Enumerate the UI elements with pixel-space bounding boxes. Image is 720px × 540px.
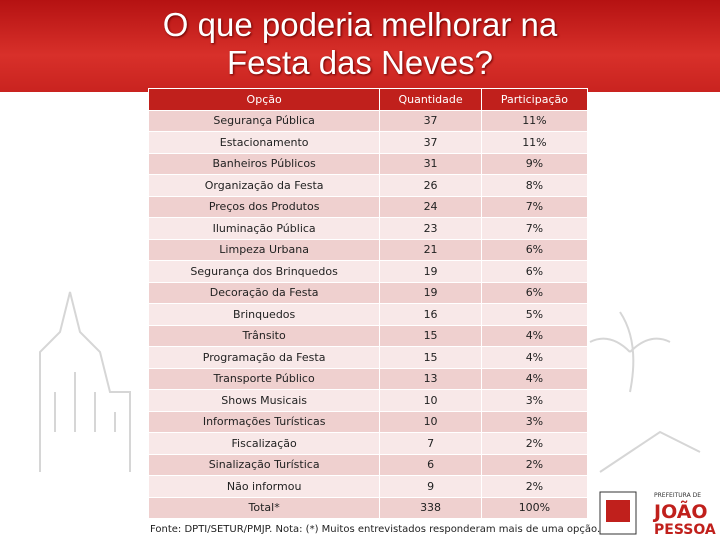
logo-top: PREFEITURA DE bbox=[654, 492, 701, 499]
table-row: Segurança dos Brinquedos 19 6% bbox=[147, 260, 589, 283]
cell: 7% bbox=[480, 195, 589, 218]
cell: Sinalização Turística bbox=[147, 453, 381, 476]
cell: 37 bbox=[379, 109, 482, 132]
cell: 4% bbox=[480, 367, 589, 390]
data-table: Opção Quantidade Participação Segurança Púb… bbox=[147, 88, 589, 519]
cell: 9% bbox=[480, 152, 589, 175]
header-row: Opção Quantidade Participação bbox=[147, 88, 589, 111]
cell: 2% bbox=[480, 453, 589, 476]
title: O que poderia melhorar na Festa das Neves… bbox=[0, 6, 720, 82]
cell: Não informou bbox=[147, 475, 381, 498]
cell: 2% bbox=[480, 432, 589, 455]
column-header: Participação bbox=[480, 88, 589, 111]
logo-main: JOÃO bbox=[652, 499, 708, 523]
cell: Fiscalização bbox=[147, 432, 381, 455]
cell: 7% bbox=[480, 217, 589, 240]
cell: 31 bbox=[379, 152, 482, 175]
cell: 11% bbox=[480, 131, 589, 154]
table-row: Fiscalização 7 2% bbox=[147, 432, 589, 455]
table-row: Programação da Festa 15 4% bbox=[147, 346, 589, 369]
table-row: Sinalização Turística 6 2% bbox=[147, 453, 589, 476]
table-row: Segurança Pública 37 11% bbox=[147, 109, 589, 132]
cell: Segurança dos Brinquedos bbox=[147, 260, 381, 283]
cell: Informações Turísticas bbox=[147, 410, 381, 433]
cell: 24 bbox=[379, 195, 482, 218]
cell: 13 bbox=[379, 367, 482, 390]
table-row: Shows Musicais 10 3% bbox=[147, 389, 589, 412]
logo-crest-fill bbox=[606, 500, 630, 522]
cell: 37 bbox=[379, 131, 482, 154]
cell: 10 bbox=[379, 410, 482, 433]
background-art bbox=[39, 291, 701, 473]
cell: Limpeza Urbana bbox=[147, 238, 381, 261]
cell: 21 bbox=[379, 238, 482, 261]
cell: 16 bbox=[379, 303, 482, 326]
cell: 6% bbox=[480, 260, 589, 283]
cell: 9 bbox=[379, 475, 482, 498]
logo-sub: PESSOA bbox=[654, 522, 716, 538]
cell: 100% bbox=[480, 496, 589, 519]
cell: Preços dos Produtos bbox=[147, 195, 381, 218]
source-note: Fonte: DPTI/SETUR/PMJP. Nota: (*) Muitos… bbox=[150, 524, 601, 535]
cell: 15 bbox=[379, 346, 482, 369]
cell: 2% bbox=[480, 475, 589, 498]
table-row: Iluminação Pública 23 7% bbox=[147, 217, 589, 240]
cell: 6 bbox=[379, 453, 482, 476]
cell: 26 bbox=[379, 174, 482, 197]
table-row: Transporte Público 13 4% bbox=[147, 367, 589, 390]
cell: Programação da Festa bbox=[147, 346, 381, 369]
table-row: Banheiros Públicos 31 9% bbox=[147, 152, 589, 175]
table-row: Preços dos Produtos 24 7% bbox=[147, 195, 589, 218]
table-row: Informações Turísticas 10 3% bbox=[147, 410, 589, 433]
cell: Brinquedos bbox=[147, 303, 381, 326]
cell: 6% bbox=[480, 281, 589, 304]
table-row: Estacionamento 37 11% bbox=[147, 131, 589, 154]
logo: PREFEITURA DE JOÃO PESSOA bbox=[599, 491, 716, 538]
column-header: Quantidade bbox=[379, 88, 482, 111]
cell: 19 bbox=[379, 260, 482, 283]
cell: 4% bbox=[480, 346, 589, 369]
cell: 8% bbox=[480, 174, 589, 197]
table-row: Trânsito 15 4% bbox=[147, 324, 589, 347]
cell: 15 bbox=[379, 324, 482, 347]
cell: Estacionamento bbox=[147, 131, 381, 154]
table-row: Limpeza Urbana 21 6% bbox=[147, 238, 589, 261]
cell: 5% bbox=[480, 303, 589, 326]
cell: 3% bbox=[480, 389, 589, 412]
column-header: Opção bbox=[147, 88, 381, 111]
cell: 23 bbox=[379, 217, 482, 240]
cell: 10 bbox=[379, 389, 482, 412]
table-row: Brinquedos 16 5% bbox=[147, 303, 589, 326]
cell: 338 bbox=[379, 496, 482, 519]
cell: 4% bbox=[480, 324, 589, 347]
cell: 19 bbox=[379, 281, 482, 304]
table-body: Segurança Pública 37 11% Estacionamento 37 11… bbox=[147, 109, 589, 519]
cell: Organização da Festa bbox=[147, 174, 381, 197]
cell: Iluminação Pública bbox=[147, 217, 381, 240]
cell: Segurança Pública bbox=[147, 109, 381, 132]
cell: Banheiros Públicos bbox=[147, 152, 381, 175]
header-band bbox=[0, 0, 720, 92]
cell: Transporte Público bbox=[147, 367, 381, 390]
table-row: Total* 338 100% bbox=[147, 496, 589, 519]
cell: 6% bbox=[480, 238, 589, 261]
table-row: Não informou 9 2% bbox=[147, 475, 589, 498]
title-line: Festa das Neves? bbox=[227, 44, 493, 81]
cell: Trânsito bbox=[147, 324, 381, 347]
cell: 11% bbox=[480, 109, 589, 132]
cell: 7 bbox=[379, 432, 482, 455]
cell: Total* bbox=[147, 496, 381, 519]
cell: Decoração da Festa bbox=[147, 281, 381, 304]
table-row: Decoração da Festa 19 6% bbox=[147, 281, 589, 304]
table-row: Organização da Festa 26 8% bbox=[147, 174, 589, 197]
title-line: O que poderia melhorar na bbox=[162, 6, 558, 43]
cell: Shows Musicais bbox=[147, 389, 381, 412]
cell: 3% bbox=[480, 410, 589, 433]
